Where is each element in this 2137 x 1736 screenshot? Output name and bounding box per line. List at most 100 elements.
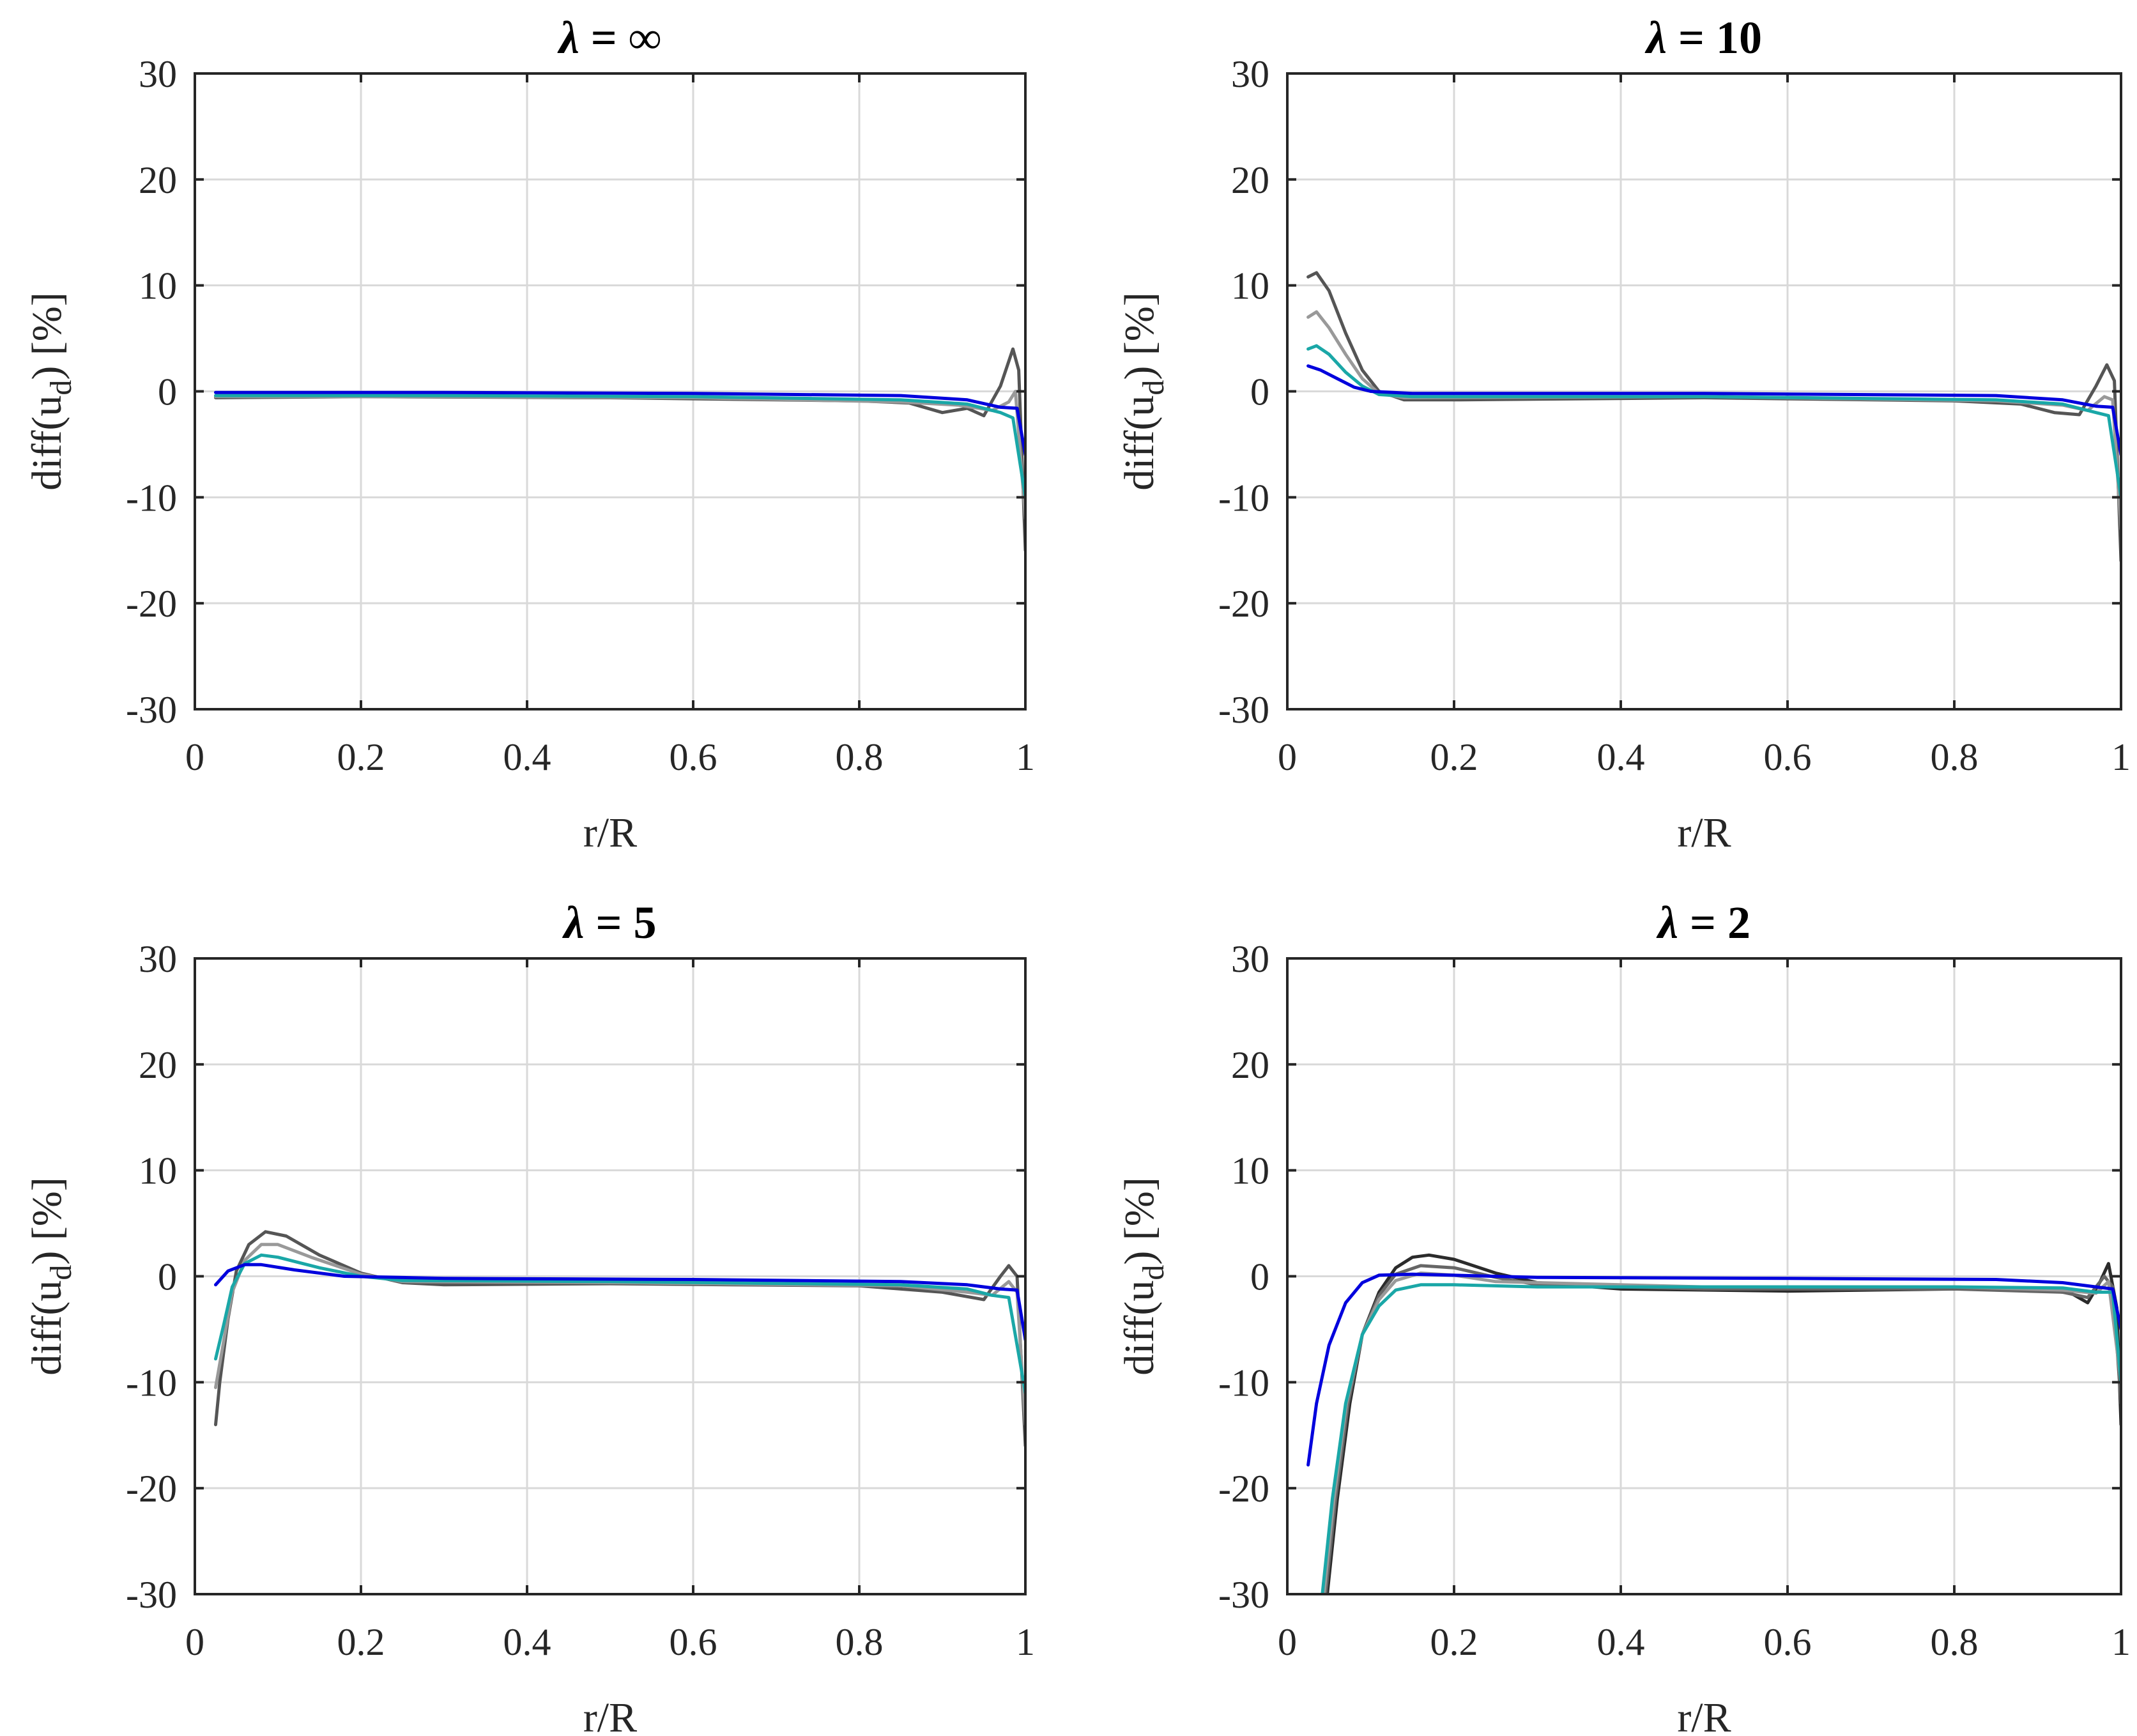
x-tick-label: 0.2	[337, 1621, 385, 1663]
y-axis-label: diff(ud) [%]	[1116, 292, 1170, 491]
y-tick-label: 20	[1231, 1044, 1269, 1086]
title-value: = 5	[584, 897, 656, 948]
x-tick-label: 0.8	[1931, 736, 1979, 778]
series-group	[214, 1230, 1025, 1448]
x-tick-label: 1	[1016, 736, 1035, 778]
title-value: = 10	[1667, 12, 1762, 63]
series-group	[1306, 271, 2121, 563]
x-tick-label: 0.4	[1597, 736, 1645, 778]
title-symbol: λ	[1656, 897, 1678, 948]
y-tick-label: 0	[1250, 371, 1269, 413]
y-tick-label: 30	[139, 938, 177, 980]
series-line-blue	[1306, 1272, 2121, 1467]
y-tick-label: -20	[1218, 1468, 1269, 1510]
y-tick-label: -30	[1218, 1574, 1269, 1616]
x-tick-label: 0.6	[670, 1621, 717, 1663]
title-value: = ∞	[579, 12, 661, 63]
y-tick-label: 10	[139, 1150, 177, 1192]
y-label-main: diff(u	[1116, 1280, 1163, 1376]
y-tick-label: 20	[139, 1044, 177, 1086]
y-label-tail: ) [%]	[1116, 292, 1163, 380]
y-tick-label: -10	[126, 477, 177, 519]
y-label-subscript: d	[44, 380, 78, 396]
y-tick-label: 20	[1231, 159, 1269, 201]
y-label-main: diff(u	[24, 1280, 70, 1376]
x-axis-label: r/R	[1677, 810, 1731, 856]
chart-panel-4: 0 0.2 0.4 0.6 0.8 1 30 20 10 0 -10 -20 -30 λ = 2 r/R di…	[1116, 897, 2131, 1736]
title-value: = 2	[1678, 897, 1750, 948]
y-tick-label: -20	[126, 1468, 177, 1510]
y-axis-label: diff(ud) [%]	[24, 292, 78, 491]
x-tick-label: 0.4	[1597, 1621, 1645, 1663]
y-tick-label: 0	[158, 1256, 177, 1298]
y-tick-label: 0	[158, 371, 177, 413]
x-tick-label: 0.2	[1430, 736, 1478, 778]
chart-panel-2: 0 0.2 0.4 0.6 0.8 1 30 20 10 0 -10 -20 -30 λ = 10 r/R d…	[1116, 12, 2131, 856]
y-tick-label: 10	[1231, 265, 1269, 307]
y-label-subscript: d	[44, 1265, 78, 1280]
y-tick-label: 30	[1231, 938, 1269, 980]
chart-title: λ = ∞	[557, 12, 661, 63]
x-tick-label: 0	[1278, 1621, 1297, 1663]
y-tick-label: -10	[1218, 477, 1269, 519]
chart-title: λ = 5	[562, 897, 657, 948]
x-tick-label: 0.6	[1764, 736, 1812, 778]
chart-title: λ = 10	[1644, 12, 1762, 63]
y-tick-label: 10	[1231, 1150, 1269, 1192]
y-label-tail: ) [%]	[24, 1177, 70, 1264]
y-tick-label: -20	[126, 583, 177, 625]
series-group	[1306, 1253, 2121, 1594]
y-tick-label: -30	[126, 1574, 177, 1616]
x-tick-label: 0.2	[1430, 1621, 1478, 1663]
y-label-subscript: d	[1137, 380, 1170, 396]
y-axis-label: diff(ud) [%]	[1116, 1177, 1170, 1376]
x-tick-label: 0	[185, 736, 204, 778]
y-tick-label: 10	[139, 265, 177, 307]
x-axis-label: r/R	[583, 1694, 637, 1736]
y-tick-label: -30	[1218, 689, 1269, 731]
x-tick-label: 0.6	[1764, 1621, 1812, 1663]
y-label-tail: ) [%]	[24, 292, 70, 380]
chart-panel-3: 0 0.2 0.4 0.6 0.8 1 30 20 10 0 -10 -20 -30 λ = 5 r/R di…	[24, 897, 1035, 1736]
y-tick-label: 30	[139, 53, 177, 95]
y-tick-label: -10	[1218, 1362, 1269, 1404]
series-line-cyan	[1321, 1283, 2121, 1594]
x-tick-label: 0.8	[836, 1621, 884, 1663]
x-axis-label: r/R	[1677, 1694, 1731, 1736]
title-symbol: λ	[557, 12, 579, 63]
x-tick-label: 0.4	[503, 1621, 551, 1663]
x-axis-label: r/R	[583, 810, 637, 856]
x-tick-label: 0.8	[836, 736, 884, 778]
chart-title: λ = 2	[1656, 897, 1750, 948]
title-symbol: λ	[562, 897, 585, 948]
series-line-cyan	[214, 394, 1025, 499]
y-tick-label: -30	[126, 689, 177, 731]
x-tick-label: 0	[185, 1621, 204, 1663]
y-tick-label: 0	[1250, 1256, 1269, 1298]
y-tick-label: 20	[139, 159, 177, 201]
x-tick-label: 0	[1278, 736, 1297, 778]
y-label-subscript: d	[1137, 1265, 1170, 1280]
series-line-blue	[214, 1263, 1025, 1342]
y-label-tail: ) [%]	[1116, 1177, 1163, 1264]
series-group	[214, 347, 1025, 552]
y-tick-label: -20	[1218, 583, 1269, 625]
x-tick-label: 1	[1016, 1621, 1035, 1663]
y-label-main: diff(u	[1116, 396, 1163, 491]
x-tick-label: 0.8	[1931, 1621, 1979, 1663]
x-tick-label: 0.6	[670, 736, 717, 778]
x-tick-label: 0.2	[337, 736, 385, 778]
x-tick-label: 1	[2111, 736, 2131, 778]
title-symbol: λ	[1644, 12, 1667, 63]
chart-panel-1: 0 0.2 0.4 0.6 0.8 1 30 20 10 0 -10 -20 -30 λ = ∞ r/R di…	[24, 12, 1035, 856]
y-tick-label: -10	[126, 1362, 177, 1404]
x-tick-label: 1	[2111, 1621, 2131, 1663]
series-line-cyan	[1306, 344, 2121, 499]
x-tick-label: 0.4	[503, 736, 551, 778]
y-label-main: diff(u	[24, 396, 70, 491]
y-tick-label: 30	[1231, 53, 1269, 95]
series-line-blue	[1306, 364, 2121, 457]
y-axis-label: diff(ud) [%]	[24, 1177, 78, 1376]
series-line-blue	[214, 390, 1025, 457]
